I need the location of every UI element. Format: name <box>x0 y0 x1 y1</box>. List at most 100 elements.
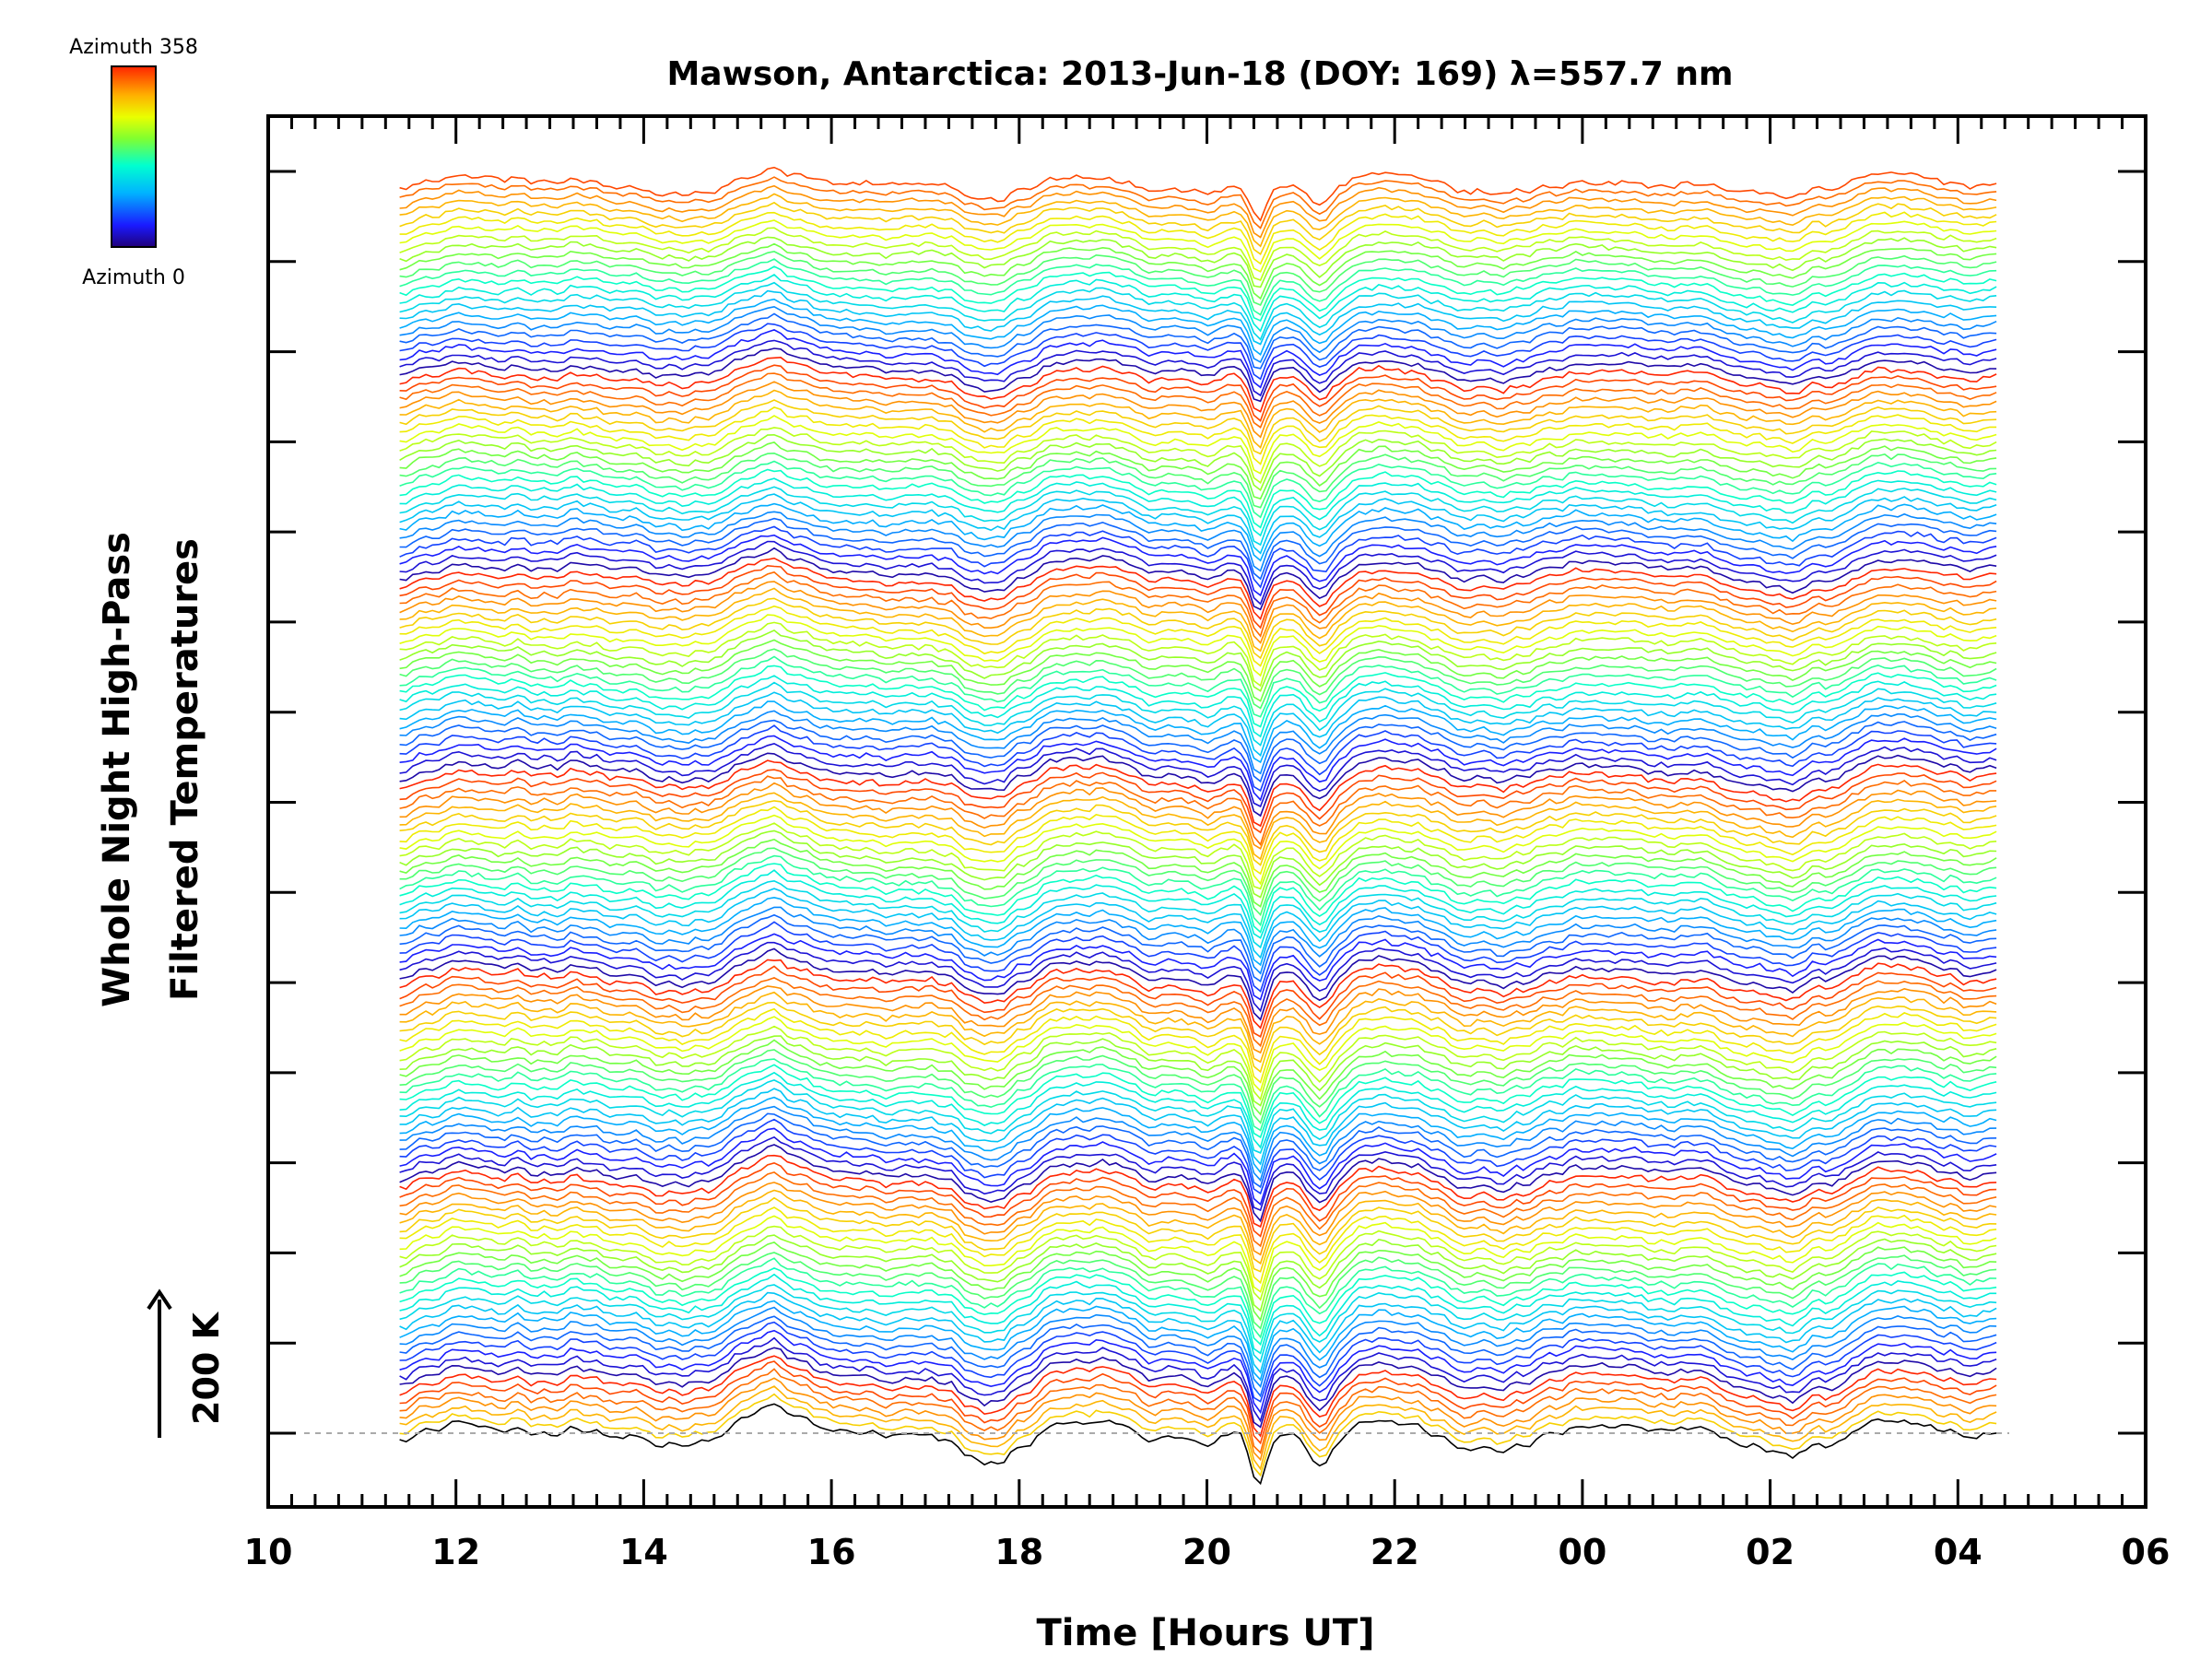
azimuth-trace <box>399 571 1997 638</box>
y-axis-label-line2: Filtered Temperatures <box>164 538 206 1001</box>
azimuth-trace <box>399 433 1997 491</box>
azimuth-trace <box>399 364 1997 422</box>
azimuth-trace <box>399 1007 1997 1084</box>
azimuth-trace <box>399 236 1997 288</box>
azimuth-trace <box>399 854 1997 927</box>
azimuth-trace <box>399 742 1997 808</box>
azimuth-trace <box>399 258 1997 316</box>
azimuth-trace <box>399 564 1997 629</box>
azimuth-trace <box>399 1182 1997 1256</box>
azimuth-trace <box>399 629 1997 692</box>
azimuth-trace <box>399 691 1997 758</box>
x-tick-label: 10 <box>244 1532 293 1572</box>
azimuth-trace <box>399 1016 1997 1093</box>
azimuth-trace <box>399 1393 1997 1477</box>
azimuth-trace <box>399 406 1997 465</box>
azimuth-trace <box>399 227 1997 282</box>
azimuth-trace <box>399 1135 1997 1212</box>
azimuth-trace <box>399 517 1997 581</box>
azimuth-trace <box>399 806 1997 876</box>
x-tick-label: 02 <box>1746 1532 1794 1572</box>
azimuth-trace <box>399 1306 1997 1389</box>
azimuth-trace <box>399 655 1997 718</box>
azimuth-trace <box>399 511 1997 572</box>
azimuth-trace <box>399 1403 1997 1486</box>
azimuth-trace <box>399 1225 1997 1301</box>
azimuth-trace <box>399 219 1997 273</box>
azimuth-trace <box>399 339 1997 397</box>
azimuth-trace <box>399 468 1997 529</box>
colorbar-bottom-label: Azimuth 0 <box>82 266 185 289</box>
azimuth-trace <box>399 1035 1997 1107</box>
azimuth-trace <box>399 1377 1997 1462</box>
azimuth-trace <box>399 724 1997 792</box>
azimuth-trace <box>399 1273 1997 1355</box>
azimuth-trace <box>399 665 1997 728</box>
azimuth-trace <box>399 614 1997 677</box>
azimuth-trace <box>399 1215 1997 1293</box>
azimuth-trace <box>399 775 1997 846</box>
azimuth-trace <box>399 1049 1997 1124</box>
azimuth-trace <box>399 965 1997 1038</box>
azimuth-trace <box>399 879 1997 949</box>
azimuth-trace <box>399 1144 1997 1223</box>
azimuth-trace <box>399 176 1997 229</box>
azimuth-trace <box>399 639 1997 702</box>
azimuth-trace <box>399 896 1997 967</box>
azimuth-trace <box>399 675 1997 738</box>
azimuth-trace <box>399 1368 1997 1454</box>
azimuth-trace <box>399 921 1997 993</box>
azimuth-trace <box>399 985 1997 1054</box>
azimuth-trace <box>399 289 1997 346</box>
azimuth-trace <box>399 381 1997 439</box>
azimuth-trace <box>399 648 1997 710</box>
azimuth-trace <box>399 933 1997 1001</box>
azimuth-trace <box>399 193 1997 248</box>
azimuth-trace <box>399 1206 1997 1285</box>
x-tick-labels: 10 12 14 16 18 20 22 00 02 04 06 <box>244 1532 2171 1572</box>
azimuth-trace <box>399 847 1997 917</box>
azimuth-trace <box>399 869 1997 939</box>
azimuth-trace <box>399 460 1997 519</box>
azimuth-trace <box>399 735 1997 802</box>
ticks <box>266 116 2147 1507</box>
azimuth-trace <box>399 1291 1997 1374</box>
azimuth-trace <box>399 1360 1997 1445</box>
azimuth-trace <box>399 838 1997 908</box>
azimuth-trace <box>399 752 1997 818</box>
azimuth-trace <box>399 557 1997 620</box>
azimuth-trace <box>399 959 1997 1030</box>
traces <box>399 166 1997 1486</box>
colorbar-top-label: Azimuth 358 <box>69 36 198 59</box>
azimuth-trace <box>399 710 1997 775</box>
azimuth-trace <box>399 1154 1997 1229</box>
x-tick-label: 00 <box>1558 1532 1606 1572</box>
azimuth-trace <box>399 274 1997 333</box>
azimuth-trace <box>399 1025 1997 1101</box>
azimuth-trace <box>399 581 1997 644</box>
azimuth-trace <box>399 1300 1997 1382</box>
azimuth-trace <box>399 265 1997 323</box>
azimuth-trace <box>399 1336 1997 1423</box>
azimuth-trace <box>399 184 1997 239</box>
azimuth-trace <box>399 534 1997 597</box>
x-tick-label: 16 <box>807 1532 856 1572</box>
azimuth-trace <box>399 1071 1997 1149</box>
azimuth-trace <box>399 1241 1997 1322</box>
azimuth-trace <box>399 1267 1997 1347</box>
azimuth-trace <box>399 1161 1997 1238</box>
azimuth-trace <box>399 415 1997 475</box>
x-tick-label: 12 <box>431 1532 480 1572</box>
x-tick-label: 04 <box>1934 1532 1983 1572</box>
azimuth-trace <box>399 281 1997 341</box>
azimuth-trace <box>399 525 1997 589</box>
azimuth-trace <box>399 347 1997 403</box>
azimuth-trace <box>399 822 1997 890</box>
scale-label: 200 K <box>186 1311 227 1425</box>
colorbar <box>111 65 157 248</box>
azimuth-trace <box>399 587 1997 653</box>
azimuth-trace <box>399 1079 1997 1154</box>
azimuth-trace <box>399 298 1997 356</box>
azimuth-trace <box>399 1252 1997 1330</box>
azimuth-trace <box>399 493 1997 555</box>
